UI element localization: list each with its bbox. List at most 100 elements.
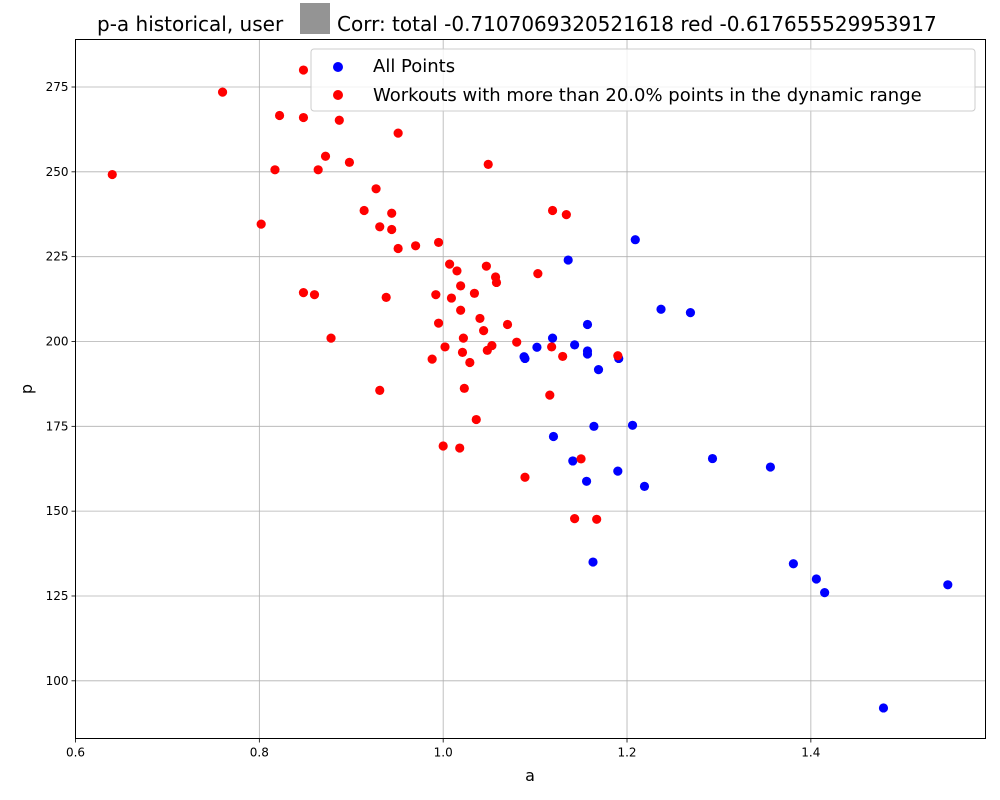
point-red-workout: [393, 243, 403, 254]
point-all: [570, 340, 580, 350]
point-red-workout: [512, 337, 522, 347]
y-tick-label: 275: [46, 80, 69, 94]
point-red-workout: [371, 184, 381, 194]
point-red-workout: [469, 288, 480, 298]
point-all: [639, 481, 650, 491]
redacted-user-id: [300, 3, 330, 34]
point-red-workout: [465, 357, 475, 368]
point-red-workout: [491, 277, 502, 288]
legend-marker-all-points: [333, 62, 343, 72]
point-all: [582, 319, 593, 330]
point-red-workout: [471, 414, 481, 425]
point-red-workout: [326, 333, 336, 343]
point-red-workout: [411, 241, 421, 251]
plot-frame: [75, 39, 986, 739]
point-red-workout: [456, 305, 466, 315]
point-red-workout: [217, 87, 228, 97]
x-tick-label: 0.6: [66, 746, 85, 760]
point-all: [707, 453, 718, 464]
point-all: [788, 559, 798, 569]
point-red-workout: [459, 383, 469, 393]
axis-ticks: 0.6 0.8 1.0 1.2 1.4 100 125 150 175 200 225 250 275: [46, 80, 821, 759]
point-red-workout: [375, 222, 385, 232]
point-red-workout: [570, 514, 580, 524]
point-red-workout: [334, 115, 344, 125]
point-red-workout: [375, 385, 385, 395]
point-all: [765, 462, 776, 472]
y-tick-label: 175: [46, 419, 69, 433]
point-all: [581, 476, 592, 486]
y-tick-label: 100: [46, 674, 69, 688]
point-red-workout: [558, 351, 568, 362]
y-tick-label: 225: [46, 250, 69, 264]
point-all: [878, 703, 889, 713]
point-red-workout: [431, 290, 441, 300]
point-red-workout: [545, 390, 555, 400]
point-red-workout: [613, 351, 623, 361]
point-all: [685, 308, 696, 318]
point-all: [588, 557, 598, 567]
point-red-workout: [309, 290, 320, 300]
y-tick-label: 250: [46, 165, 69, 179]
point-all: [532, 342, 542, 352]
y-tick-label: 125: [46, 589, 69, 603]
x-tick-label: 1.4: [801, 746, 820, 760]
legend: All Points Workouts with more than 20.0%…: [310, 48, 976, 112]
point-red-workout: [298, 288, 309, 298]
point-all: [593, 365, 604, 375]
point-all: [656, 304, 666, 314]
point-red-workout: [433, 318, 444, 328]
point-red-workout: [457, 347, 468, 357]
point-red-workout: [455, 443, 465, 453]
point-red-workout: [270, 165, 280, 175]
point-red-workout: [298, 112, 309, 123]
point-red-workout: [520, 472, 530, 482]
point-red-workout: [427, 354, 437, 364]
point-red-workout: [344, 157, 355, 167]
point-red-workout: [387, 224, 397, 235]
point-all: [547, 333, 558, 343]
point-red-workout: [445, 259, 455, 269]
point-all: [582, 349, 593, 359]
x-tick-label: 1.2: [617, 746, 636, 760]
point-red-workout: [393, 128, 403, 138]
point-red-workout: [446, 293, 457, 303]
point-all: [630, 235, 640, 245]
point-red-workout: [458, 333, 468, 343]
point-red-workout: [592, 514, 602, 524]
x-axis-label: a: [525, 766, 535, 785]
point-red-workout: [487, 340, 497, 351]
point-red-workout: [475, 313, 485, 324]
legend-label-red-workouts: Workouts with more than 20.0% points in …: [373, 85, 922, 106]
point-red-workout: [387, 208, 397, 218]
point-all: [568, 456, 578, 466]
point-red-workout: [481, 261, 491, 271]
point-all: [811, 574, 821, 584]
point-red-workout: [547, 205, 558, 216]
point-red-workout: [256, 219, 266, 229]
title-prefix: p-a historical, user: [97, 12, 284, 36]
point-red-workout: [440, 342, 450, 352]
y-tick-label: 150: [46, 504, 69, 518]
point-red-workout: [533, 269, 543, 279]
point-red-workout: [576, 454, 586, 464]
point-all: [520, 353, 530, 364]
point-red-workout: [313, 165, 323, 175]
legend-box: [310, 48, 976, 112]
title-correlation: Corr: total -0.7107069320521618 red -0.6…: [337, 12, 937, 36]
x-tick-label: 1.0: [434, 746, 453, 760]
point-red-workout: [274, 110, 285, 121]
point-red-workout: [479, 326, 489, 336]
chart-title: p-a historical, user Corr: total -0.7107…: [97, 3, 937, 36]
y-tick-label: 200: [46, 334, 69, 348]
point-red-workout: [452, 266, 462, 276]
point-all: [627, 420, 638, 430]
point-all: [548, 431, 559, 442]
legend-label-all-points: All Points: [373, 56, 455, 77]
point-red-workout: [483, 159, 493, 169]
data-points: [107, 65, 953, 713]
point-red-workout: [547, 342, 557, 352]
point-red-workout: [381, 292, 391, 302]
point-red-workout: [320, 151, 331, 161]
